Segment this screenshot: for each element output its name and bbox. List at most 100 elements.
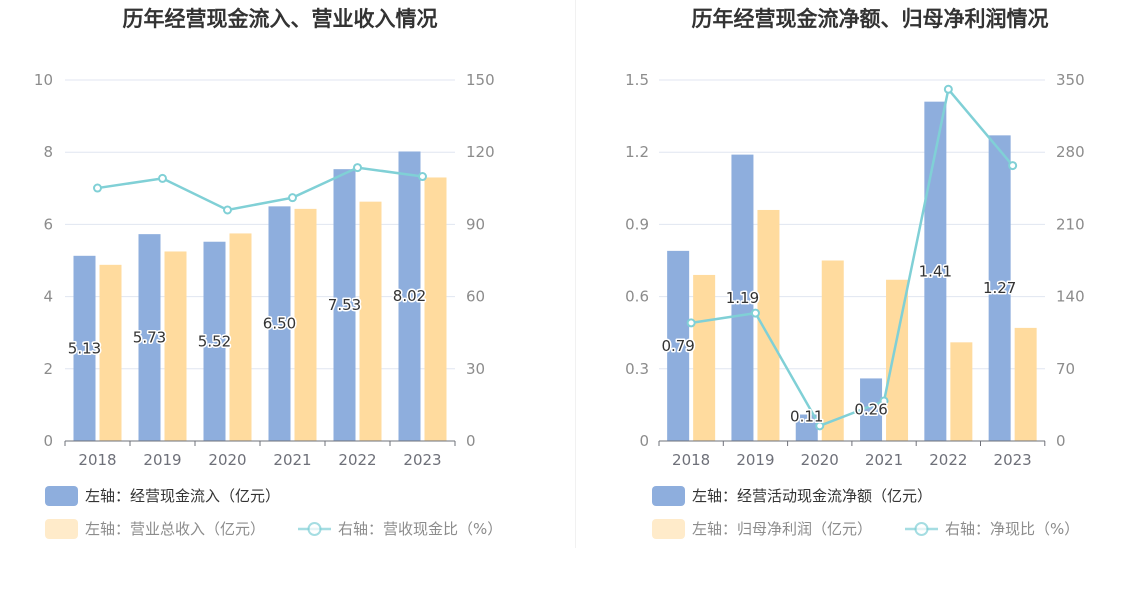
left-axis-tick-label: 10 <box>34 71 53 89</box>
left-axis-tick-label: 4 <box>43 288 53 306</box>
legend-label-line: 右轴：净现比（%） <box>945 520 1079 538</box>
bar-2020-series-a <box>795 414 818 441</box>
line-series-ratio <box>690 86 1014 428</box>
x-axis-tick-label: 2021 <box>273 451 311 469</box>
grid-lines <box>65 79 455 370</box>
line-point-2022 <box>353 163 362 173</box>
data-label-2021: 6.50 <box>263 315 296 333</box>
legend-label-line: 右轴：营收现金比（%） <box>338 520 502 538</box>
line-point-2018 <box>686 318 696 328</box>
line-point-2023 <box>1008 161 1018 171</box>
bar-2019-series-b <box>757 209 780 441</box>
x-axis-tick-label: 2018 <box>78 451 116 469</box>
left-axis-tick-label: 2 <box>43 360 53 378</box>
left-axis-tick-label: 1.2 <box>625 143 649 161</box>
data-label-2023: 8.02 <box>393 287 426 305</box>
right-axis-tick-label: 350 <box>1056 71 1085 89</box>
x-axis-tick-label: 2019 <box>736 451 774 469</box>
left-axis-tick-label: 8 <box>43 143 53 161</box>
bar-2021-series-b <box>886 279 909 441</box>
data-label-2021: 0.26 <box>854 401 887 419</box>
data-label-2022: 1.41 <box>919 262 952 280</box>
bar-2022-series-a <box>333 169 356 442</box>
bar-2018-series-b <box>99 264 122 441</box>
legend-swatch-series-a <box>652 486 685 506</box>
bar-2018-series-a <box>667 250 690 441</box>
bar-2020-series-a <box>203 241 226 441</box>
line-point-2019 <box>158 173 167 183</box>
bar-2019-series-a <box>138 234 161 441</box>
right-axis-tick-label: 0 <box>1056 432 1066 450</box>
line-series-ratio <box>97 166 423 212</box>
left-axis-tick-label: 0 <box>43 432 53 450</box>
right-axis-tick-label: 90 <box>466 215 485 233</box>
left-axis-tick-label: 6 <box>43 215 53 233</box>
legend-swatch-series-b <box>45 519 78 539</box>
left-axis-tick-label: 1.5 <box>625 71 649 89</box>
legend: 左轴：经营现金流入（亿元） 左轴：营业总收入（亿元） 右轴：营收现金比（%） <box>45 486 502 539</box>
x-axis-tick-label: 2020 <box>208 451 246 469</box>
right-axis-tick-label: 140 <box>1056 288 1085 306</box>
left-axis-tick-label: 0.9 <box>625 215 649 233</box>
left-axis-tick-label: 0 <box>639 432 649 450</box>
right-axis-tick-label: 0 <box>466 432 476 450</box>
cash-inflow-revenue-chart: 历年经营现金流入、营业收入情况 0 2 4 6 8 10 0 30 60 90 120 150 2018… <box>34 7 502 539</box>
right-axis-tick-label: 150 <box>466 71 495 89</box>
x-axis-tick-label: 2019 <box>143 451 181 469</box>
legend-swatch-series-b <box>652 519 685 539</box>
net-cashflow-profit-chart-panel: 历年经营现金流净额、归母净利润情况 0 0.3 0.6 0.9 1.2 1.5 0 70 140… <box>574 0 1148 589</box>
legend-swatch-line-marker <box>914 522 929 536</box>
right-axis-tick-label: 30 <box>466 360 485 378</box>
cash-inflow-revenue-chart-panel: 历年经营现金流入、营业收入情况 0 2 4 6 8 10 0 30 60 90 120 150 2018… <box>34 7 502 539</box>
x-axis-tick-label: 2018 <box>672 451 710 469</box>
right-axis-tick-label: 210 <box>1056 215 1085 233</box>
bars <box>667 101 1037 441</box>
data-label-2020: 0.11 <box>790 408 823 426</box>
data-label-2022: 7.53 <box>328 296 361 314</box>
bars <box>73 151 447 442</box>
x-axis-tick-label: 2023 <box>403 451 441 469</box>
x-axis-tick-label: 2020 <box>801 451 839 469</box>
bar-2020-series-b <box>229 233 252 441</box>
legend-label-series-b: 左轴：营业总收入（亿元） <box>85 520 265 538</box>
legend-swatch-line-marker <box>307 522 322 536</box>
line-point-2019 <box>750 308 760 318</box>
right-axis-tick-label: 120 <box>466 143 495 161</box>
bar-2018-series-a <box>73 255 96 441</box>
bar-2023-series-a <box>398 151 421 441</box>
x-axis-tick-label: 2022 <box>338 451 376 469</box>
data-label-2018: 5.13 <box>68 339 101 357</box>
bar-2022-series-b <box>950 342 973 441</box>
right-axis-tick-label: 280 <box>1056 143 1085 161</box>
line-point-2021 <box>288 193 297 203</box>
data-label-2018: 0.79 <box>661 337 694 355</box>
bar-2022-series-b <box>359 201 382 441</box>
bar-2019-series-b <box>164 251 187 441</box>
legend-label-series-a: 左轴：经营现金流入（亿元） <box>85 487 280 505</box>
data-label-2019: 1.19 <box>726 289 759 307</box>
data-label-2023: 1.27 <box>983 279 1016 297</box>
bar-2023-series-b <box>424 177 447 441</box>
legend-swatch-series-a <box>45 486 78 506</box>
bar-2019-series-a <box>731 154 754 441</box>
grid-lines <box>659 79 1045 370</box>
left-axis-tick-label: 0.6 <box>625 288 649 306</box>
right-axis-tick-label: 70 <box>1056 360 1075 378</box>
chart-title: 历年经营现金流入、营业收入情况 <box>123 7 438 31</box>
bar-2023-series-a <box>988 135 1011 441</box>
bar-2021-series-a <box>860 378 883 441</box>
panel-divider <box>575 0 576 548</box>
legend-label-series-b: 左轴：归母净利润（亿元） <box>692 520 872 538</box>
data-label-2020: 5.52 <box>198 332 231 350</box>
bar-2021-series-a <box>268 206 291 441</box>
bar-2022-series-a <box>924 101 947 441</box>
line-point-2020 <box>815 421 825 431</box>
legend-label-series-a: 左轴：经营活动现金流净额（亿元） <box>692 487 932 505</box>
line-point-2020 <box>223 205 232 215</box>
right-axis-tick-label: 60 <box>466 288 485 306</box>
bar-2020-series-b <box>821 260 844 441</box>
line-point-2022 <box>943 84 953 94</box>
x-axis-tick-label: 2023 <box>994 451 1032 469</box>
line-point-2023 <box>418 172 427 182</box>
